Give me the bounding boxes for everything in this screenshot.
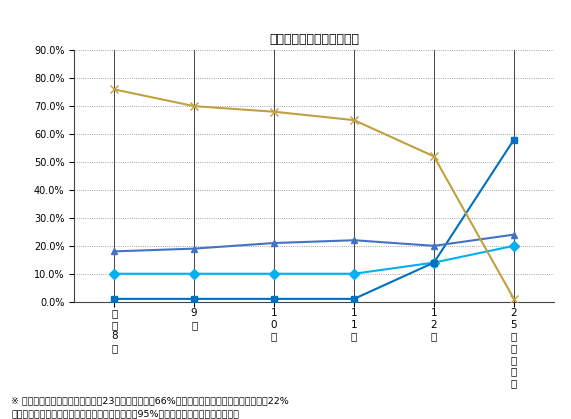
Text: ）: ） xyxy=(511,378,517,388)
Text: 0: 0 xyxy=(271,320,278,330)
Text: （: （ xyxy=(511,343,517,353)
Title: 生活排水の処理形態別人口: 生活排水の処理形態別人口 xyxy=(269,34,359,47)
Text: ※ 公共下水道は、計画年度の平成23年には全町民の66%の普及率、合併処理浄化槽は同じく22%
の普及率を目指しています。これらを合わせて、95%の生活排水処理: ※ 公共下水道は、計画年度の平成23年には全町民の66%の普及率、合併処理浄化槽… xyxy=(11,396,289,418)
Text: 8: 8 xyxy=(111,331,118,341)
Text: 年: 年 xyxy=(271,331,277,341)
Text: 1: 1 xyxy=(271,308,278,318)
Text: 2: 2 xyxy=(510,308,517,318)
Text: 計: 計 xyxy=(511,355,517,365)
Text: 1: 1 xyxy=(351,320,357,330)
Text: 年: 年 xyxy=(111,343,117,353)
Text: 平: 平 xyxy=(111,308,117,318)
Text: 1: 1 xyxy=(351,308,357,318)
Text: 9: 9 xyxy=(191,308,198,318)
Text: 年: 年 xyxy=(351,331,357,341)
Text: 1: 1 xyxy=(431,308,437,318)
Text: 成: 成 xyxy=(111,320,117,330)
Text: 画: 画 xyxy=(511,367,517,377)
Text: 5: 5 xyxy=(510,320,517,330)
Text: 年: 年 xyxy=(431,331,437,341)
Text: 2: 2 xyxy=(431,320,437,330)
Text: 年: 年 xyxy=(511,331,517,341)
Text: 年: 年 xyxy=(191,320,197,330)
